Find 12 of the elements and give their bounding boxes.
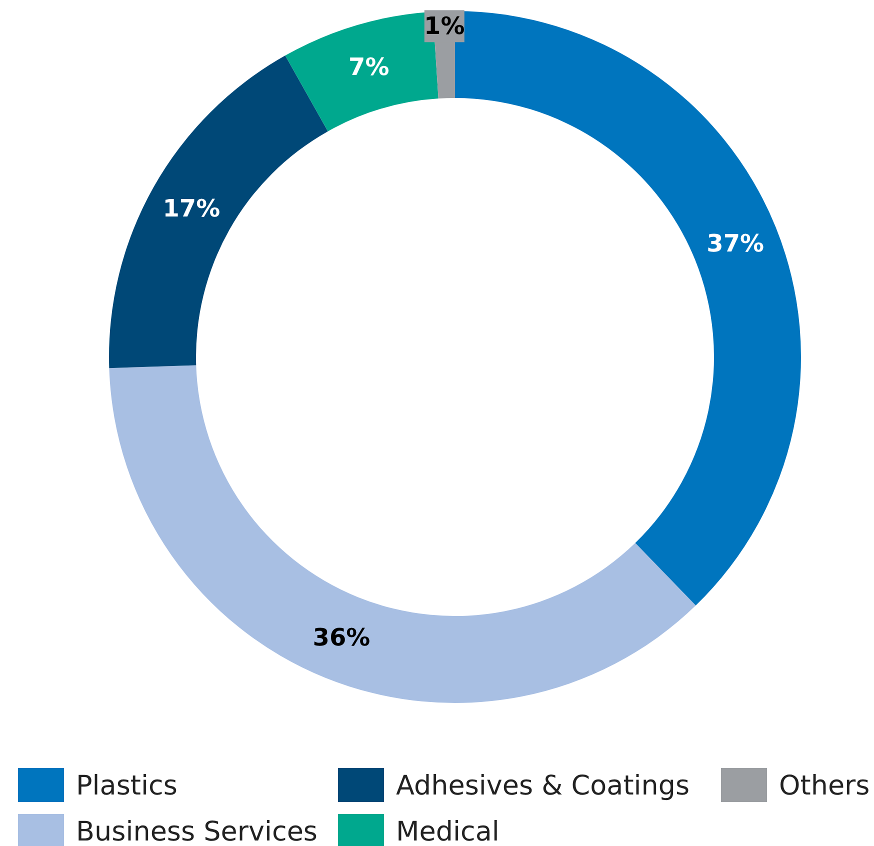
data-label: 37% — [706, 229, 764, 258]
data-label: 1% — [424, 12, 465, 40]
data-label: 36% — [312, 623, 370, 652]
legend-label: Adhesives & Coatings — [396, 770, 690, 802]
data-label: 7% — [348, 53, 390, 82]
legend-label: Business Services — [76, 816, 318, 846]
donut-slice — [109, 365, 696, 703]
legend-label: Medical — [396, 816, 500, 846]
data-label: 17% — [162, 194, 220, 223]
donut-slice — [109, 56, 328, 368]
legend-label: Plastics — [76, 770, 178, 802]
legend-label: Others — [779, 770, 870, 802]
